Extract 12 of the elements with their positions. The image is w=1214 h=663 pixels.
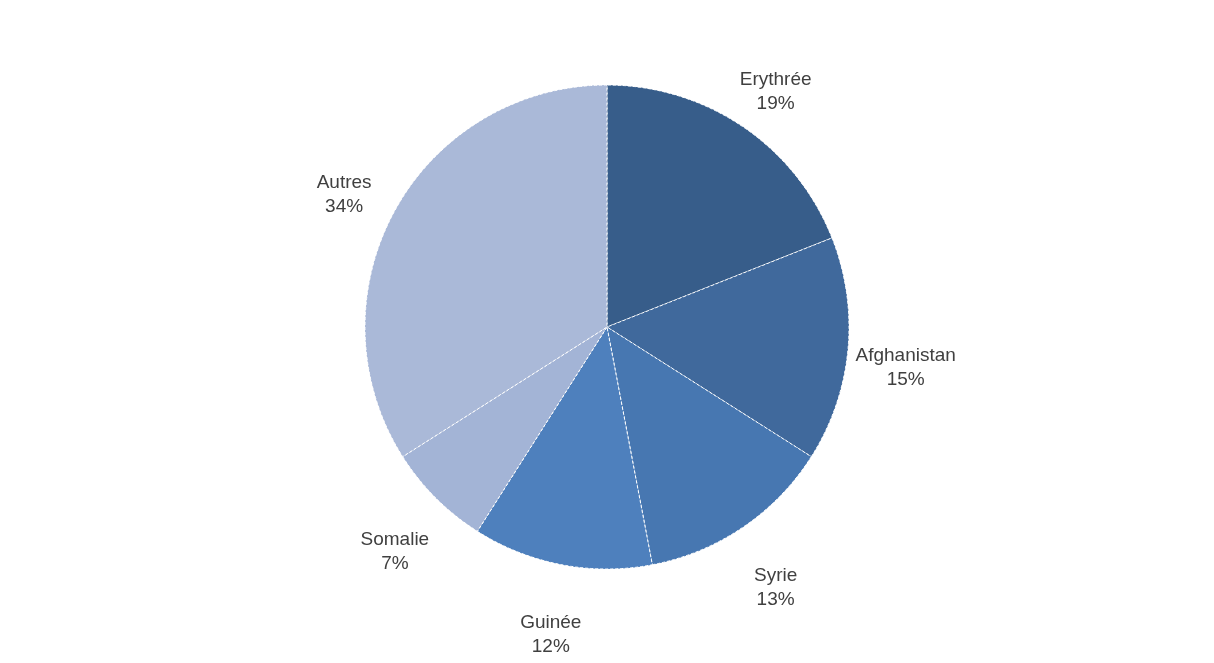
slice-label: Syrie	[753, 564, 798, 586]
data-label: 19%	[756, 91, 795, 113]
slice-label: Erythrée	[739, 67, 812, 89]
slice-label: Somalie	[360, 528, 430, 550]
data-label: 13%	[756, 588, 795, 610]
data-label: 12%	[531, 634, 570, 656]
slice-label: Autres	[316, 171, 372, 193]
data-label: 7%	[381, 552, 409, 574]
slice-label: Guinée	[520, 610, 582, 632]
data-label: 34%	[325, 195, 364, 217]
slice-label: Afghanistan	[855, 344, 956, 366]
data-label: 15%	[886, 368, 925, 390]
